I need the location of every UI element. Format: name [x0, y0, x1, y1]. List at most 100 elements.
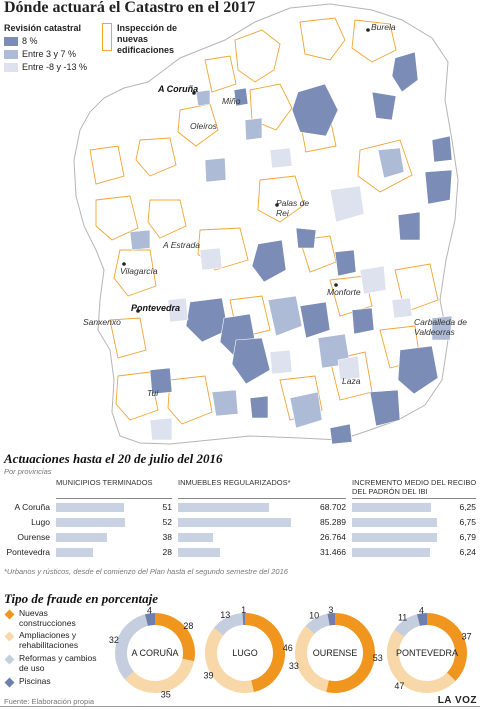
bar-value: 85.289	[320, 517, 346, 527]
donut-slice	[326, 613, 375, 693]
footnote: *Urbanos y rústicos, desde el comienzo d…	[4, 567, 288, 576]
donut-slice	[295, 625, 330, 693]
bar-incremento	[352, 533, 437, 542]
donut-legend-label: Piscinas	[19, 676, 51, 686]
city-mino: Miño	[222, 96, 241, 106]
bar-value: 38	[162, 532, 172, 542]
donut-legend-item: Reformas y cambios de uso	[4, 653, 99, 673]
donut-legend-item: Piscinas	[4, 676, 51, 688]
donut-slice	[305, 613, 331, 635]
bar-incremento	[352, 518, 437, 527]
donut-center-label: A CORUÑA	[131, 648, 178, 658]
fraude-title: Tipo de fraude en porcentaje	[4, 591, 159, 606]
donut-legend-label: Nuevas construcciones	[19, 608, 76, 628]
donut-legend-item: Ampliaciones y rehabilitaciones	[4, 630, 105, 650]
swatch-3-7	[4, 49, 18, 59]
donut-value-label: 35	[161, 690, 171, 700]
donut-value-label: 3	[328, 606, 333, 615]
bar-municipios	[56, 533, 107, 542]
donut-slice	[426, 613, 467, 682]
bar-value: 6,24	[459, 547, 476, 557]
swatch-8	[4, 36, 18, 46]
donut-slice	[387, 629, 456, 693]
donut-slice	[115, 614, 149, 680]
donut-legend-label: Reformas y cambios de uso	[19, 653, 97, 673]
bar-incremento	[352, 548, 430, 557]
city-oleiros: Oleiros	[190, 121, 217, 131]
header-rule	[352, 498, 476, 499]
brand-logo: LA VOZ	[437, 695, 477, 706]
donut-value-label: 4	[419, 606, 424, 615]
city-vilagarcia: Vilagarcía	[120, 266, 158, 276]
bar-inmuebles	[178, 518, 291, 527]
donut-slice	[205, 627, 254, 693]
bar-inmuebles	[178, 533, 213, 542]
inspection-label: Inspección de nuevas edificaciones	[117, 23, 178, 55]
bar-value: 28	[162, 547, 172, 557]
bar-value: 51	[162, 502, 172, 512]
inspection-swatch	[102, 23, 112, 51]
legend-item: Entre -8 y -13 %	[4, 62, 87, 72]
bar-municipios	[56, 503, 124, 512]
page-title: Dónde actuará el Catastro en el 2017	[4, 0, 256, 16]
donut-value-label: 28	[183, 621, 193, 631]
province-label: Ourense	[17, 532, 50, 542]
bar-municipios	[56, 548, 93, 557]
city-burela: Burela	[371, 22, 396, 32]
legend-item: Entre 3 y 7 %	[4, 49, 87, 59]
fraude-donuts: 28 35 32 4 A CORUÑA 46 39 13 1 LUGO 53 33 10 3 OURENSE…	[109, 606, 472, 700]
revision-legend: Revisión catastral 8 % Entre 3 y 7 % Ent…	[4, 23, 87, 72]
donut-slice	[154, 613, 195, 662]
province-label: A Coruña	[14, 502, 50, 512]
donut-slice	[124, 658, 195, 693]
city-pontevedra: Pontevedra	[131, 303, 181, 313]
legend-label: Entre -8 y -13 %	[22, 62, 88, 72]
bottom-rule	[0, 706, 480, 707]
header-rule	[178, 498, 346, 499]
donut-center-label: PONTEVEDRA	[396, 648, 458, 658]
province-label: Pontevedra	[6, 547, 50, 557]
bar-incremento	[352, 503, 431, 512]
donut-legend-item: Nuevas construcciones	[4, 608, 85, 628]
bar-value: 26.764	[320, 532, 346, 542]
donut-slice	[327, 613, 336, 626]
donut-slice	[416, 613, 428, 626]
bar-value: 6,25	[459, 502, 476, 512]
actuaciones-subtitle: Por provincias	[4, 467, 52, 476]
city-dots	[122, 28, 370, 313]
donut-slice	[213, 613, 244, 636]
city-a-estrada: A Estrada	[163, 240, 201, 250]
galicia-map	[73, 3, 459, 445]
legend-label: Entre 3 y 7 %	[22, 49, 77, 59]
donut-value-label: 46	[283, 643, 293, 653]
donut-value-label: 37	[462, 631, 472, 641]
map-base	[73, 3, 459, 445]
bar-inmuebles	[178, 503, 269, 512]
city-sanxenxo: Sanxenxo	[83, 317, 121, 327]
donut-slice	[144, 613, 156, 626]
galicia-outline	[73, 3, 459, 445]
donut-legend-label: Ampliaciones y rehabilitaciones	[19, 630, 79, 650]
header-rule	[56, 498, 172, 499]
bar-value: 31.466	[320, 547, 346, 557]
donut-value-label: 53	[373, 653, 383, 663]
bar-value: 68.702	[320, 502, 346, 512]
donut-slice	[244, 613, 285, 693]
donut-value-label: 11	[398, 613, 407, 623]
col-header-municipios: Municipios terminados	[56, 478, 153, 487]
bar-municipios	[56, 518, 125, 527]
donut-value-label: 1	[241, 606, 246, 615]
inspection-outlines	[89, 17, 439, 425]
donut-center-label: OURENSE	[313, 648, 358, 658]
col-header-incremento: Incremento medio del recibo del padrón d…	[352, 478, 477, 496]
city-tui: Tui	[147, 388, 159, 398]
donut-value-label: 33	[289, 661, 299, 671]
revision-legend-title: Revisión catastral	[4, 23, 82, 33]
revision-regions	[129, 51, 453, 445]
donut-value-label: 10	[309, 610, 319, 620]
donut-center-label: LUGO	[232, 648, 258, 658]
bar-value: 6,79	[459, 532, 476, 542]
bar-value: 52	[162, 517, 172, 527]
province-label: Lugo	[31, 517, 50, 527]
bar-value: 6,75	[459, 517, 476, 527]
